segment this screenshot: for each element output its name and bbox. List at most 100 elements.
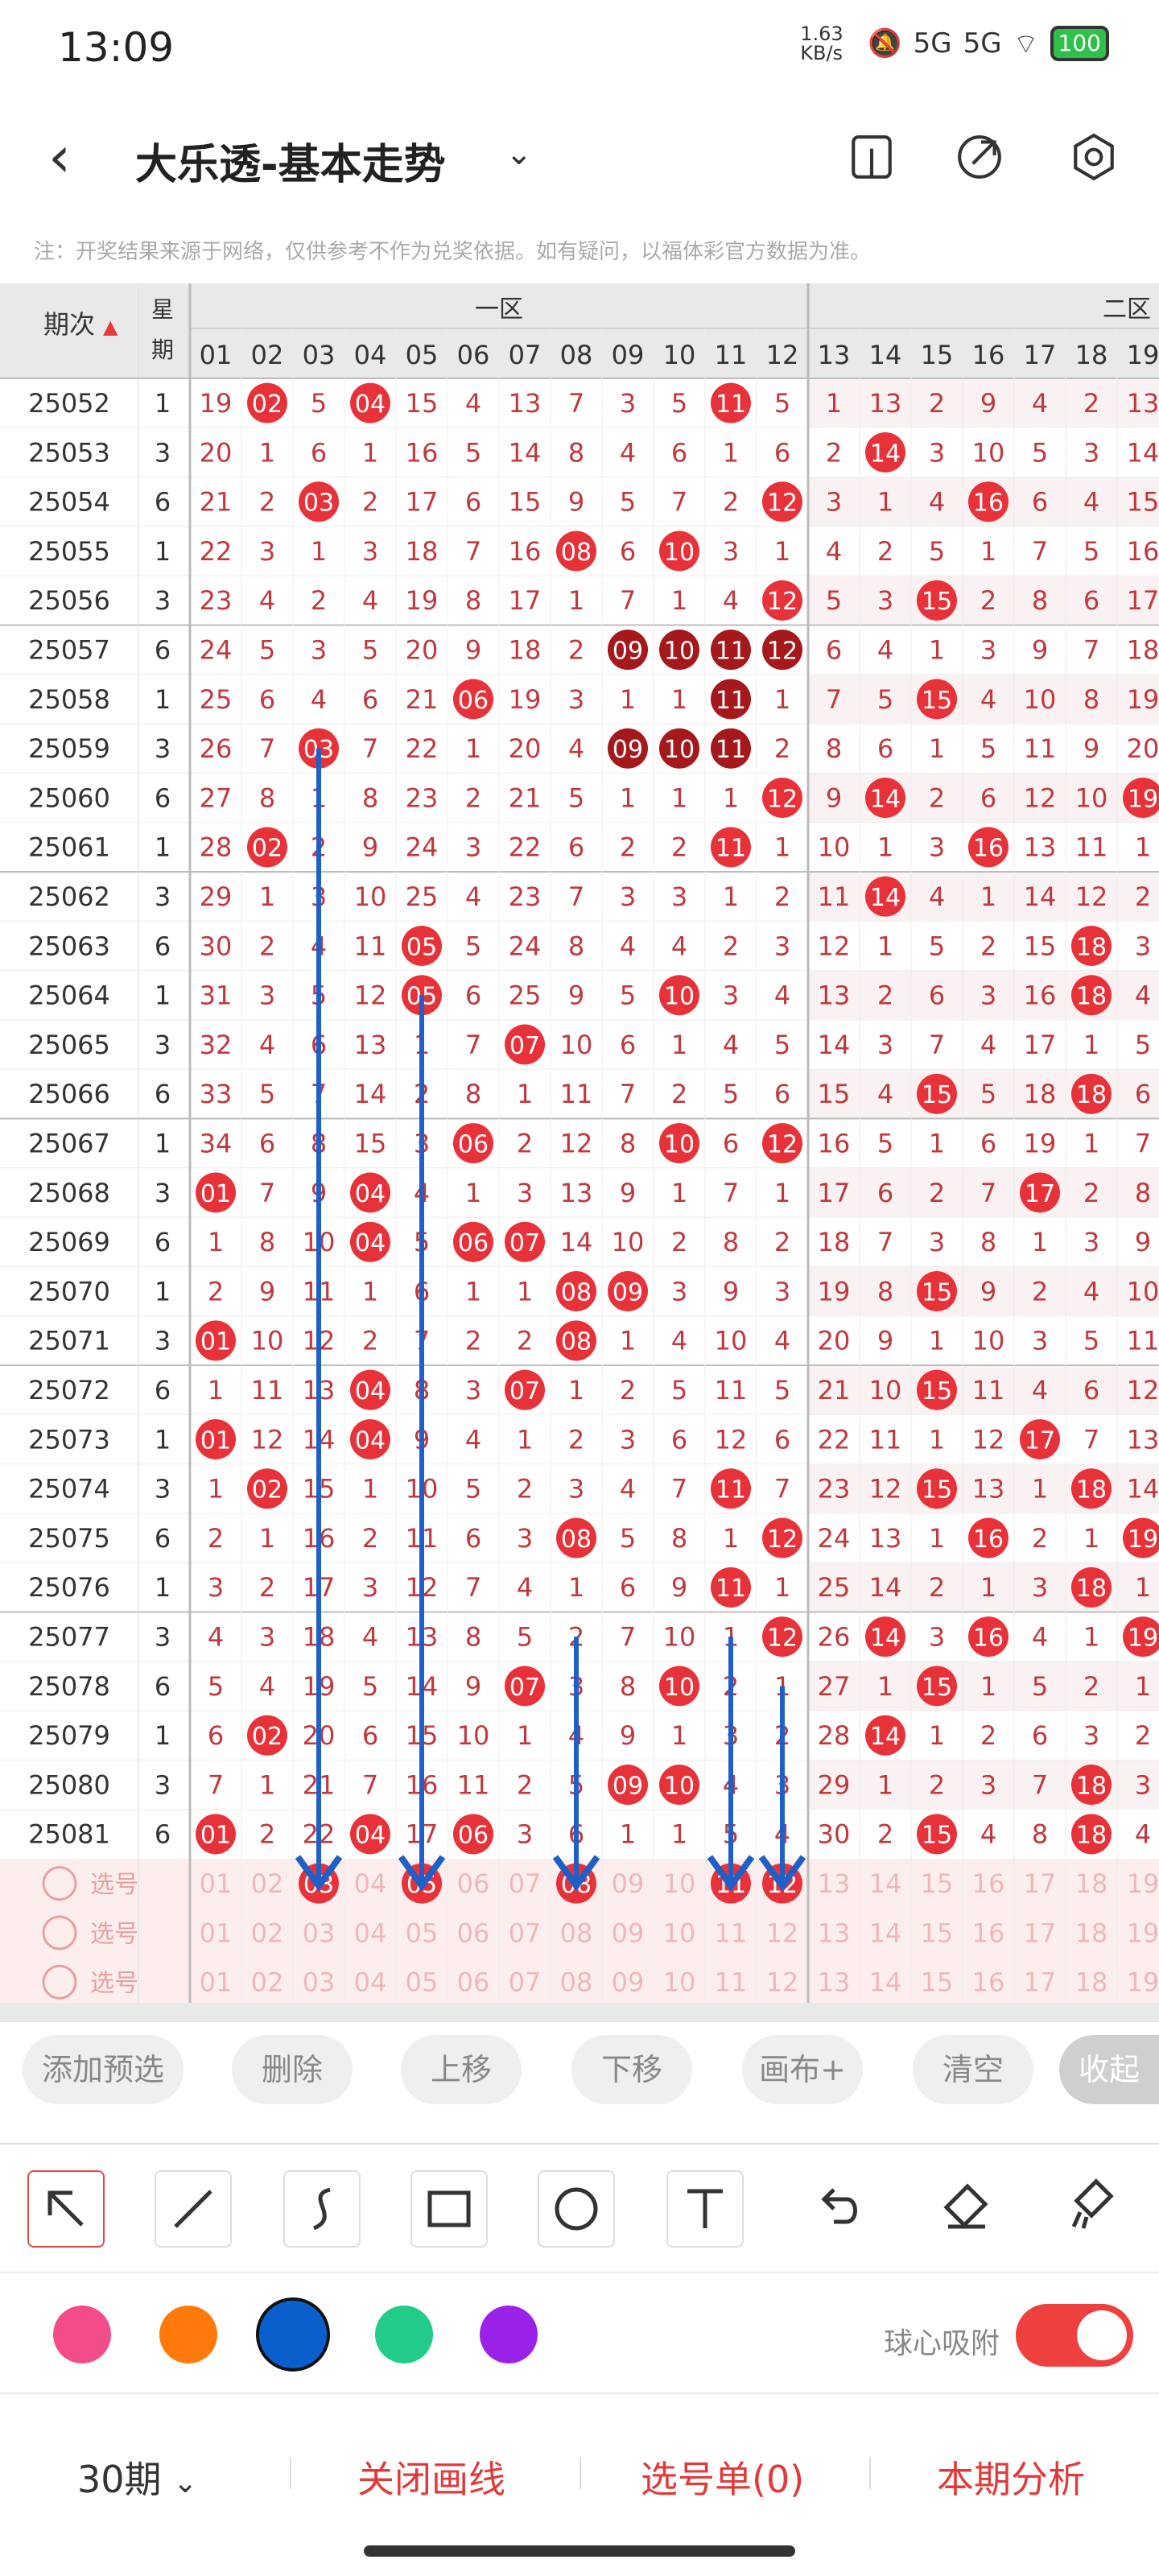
miss-25067-2: 6 bbox=[259, 1129, 275, 1159]
miss-25062-7: 23 bbox=[509, 881, 542, 912]
miss-25054-9: 5 bbox=[620, 487, 636, 518]
miss-25063-6: 5 bbox=[465, 931, 481, 961]
miss-25055-2: 3 bbox=[259, 536, 275, 567]
app-header: ‹ 大乐透-基本走势 ⌄ bbox=[0, 113, 1159, 201]
miss-25067-8: 12 bbox=[560, 1129, 593, 1159]
ball-label-25054-12: 12 bbox=[767, 489, 798, 518]
clear-button[interactable]: 清空 bbox=[913, 2035, 1033, 2104]
delete-button[interactable]: 删除 bbox=[232, 2035, 353, 2104]
miss-25058-16: 4 bbox=[980, 684, 996, 715]
miss-25079-13: 28 bbox=[818, 1720, 851, 1751]
miss-25070-11: 9 bbox=[723, 1276, 739, 1307]
rectangle-icon[interactable] bbox=[410, 2170, 488, 2248]
miss-25069-13: 18 bbox=[818, 1227, 851, 1257]
ball-25060-19 bbox=[1123, 778, 1159, 819]
line-icon[interactable] bbox=[155, 2170, 232, 2248]
miss-25056-6: 8 bbox=[465, 585, 481, 616]
miss-25055-12: 1 bbox=[774, 536, 790, 567]
miss-25062-13: 11 bbox=[818, 881, 851, 912]
miss-25080-2: 1 bbox=[259, 1769, 275, 1800]
collapse-button[interactable]: 收起 bbox=[1059, 2035, 1159, 2104]
period-25059: 25059 bbox=[28, 733, 110, 764]
ball-25076-18 bbox=[1071, 1567, 1112, 1608]
miss-25066-11: 5 bbox=[723, 1079, 739, 1109]
close-lines-button[interactable]: 关闭画线 bbox=[357, 2458, 505, 2501]
miss-25059-18: 9 bbox=[1083, 733, 1099, 764]
miss-25077-18: 1 bbox=[1083, 1622, 1099, 1653]
canvas-plus-button[interactable]: 画布+ bbox=[742, 2035, 863, 2104]
miss-25072-11: 11 bbox=[715, 1375, 748, 1406]
periods-label: 30期 bbox=[77, 2458, 162, 2501]
miss-25063-19: 3 bbox=[1135, 931, 1151, 961]
miss-25071-10: 4 bbox=[671, 1326, 687, 1356]
miss-25076-15: 2 bbox=[929, 1572, 945, 1603]
color-swatch-orange[interactable] bbox=[159, 2306, 217, 2363]
miss-25072-12: 5 bbox=[774, 1375, 790, 1406]
text-icon[interactable] bbox=[666, 2170, 744, 2248]
eraser-icon[interactable] bbox=[929, 2170, 1006, 2248]
ball-25072-4 bbox=[350, 1369, 390, 1410]
snap-toggle[interactable] bbox=[1016, 2304, 1133, 2367]
ball-label-25058-15: 15 bbox=[922, 687, 952, 715]
periods-select[interactable]: 30期 ⌄ bbox=[77, 2450, 197, 2504]
ball-label-25057-9: 09 bbox=[612, 638, 643, 666]
ball-25058-11 bbox=[711, 679, 751, 720]
miss-25062-17: 14 bbox=[1024, 881, 1057, 912]
ball-label-25072-15: 15 bbox=[922, 1377, 952, 1406]
miss-25063-11: 2 bbox=[723, 931, 739, 961]
miss-25073-8: 2 bbox=[568, 1424, 584, 1455]
ball-25070-15 bbox=[917, 1271, 957, 1312]
circle-icon[interactable] bbox=[538, 2170, 615, 2248]
option-2-03: 03 bbox=[303, 1918, 336, 1948]
status-icons: 1.63 KB/s 🔕 5G 5G ⌔ 100 bbox=[800, 24, 1109, 63]
option-3-13: 13 bbox=[818, 1967, 851, 1998]
selection-list-button[interactable]: 选号单(0) bbox=[641, 2458, 805, 2501]
column-header-15: 15 bbox=[921, 340, 954, 370]
ball-25059-10 bbox=[659, 728, 699, 769]
miss-25066-10: 2 bbox=[671, 1079, 687, 1109]
ball-25059-9 bbox=[608, 728, 648, 769]
move-up-button[interactable]: 上移 bbox=[401, 2035, 522, 2104]
undo-icon[interactable] bbox=[802, 2170, 879, 2248]
color-swatch-pink[interactable] bbox=[53, 2306, 111, 2363]
curve-icon[interactable] bbox=[283, 2170, 361, 2248]
ball-label-25080-18: 18 bbox=[1076, 1772, 1107, 1800]
miss-25076-6: 7 bbox=[465, 1572, 481, 1603]
arrow-select-icon[interactable] bbox=[27, 2170, 105, 2248]
option-3-16: 16 bbox=[972, 1967, 1005, 1998]
miss-25079-15: 1 bbox=[929, 1720, 945, 1751]
miss-25076-14: 14 bbox=[869, 1572, 902, 1603]
ball-label-25072-4: 04 bbox=[355, 1377, 386, 1406]
miss-25053-16: 10 bbox=[972, 437, 1005, 468]
miss-25059-15: 1 bbox=[929, 733, 945, 764]
miss-25060-7: 21 bbox=[509, 782, 542, 813]
miss-25067-15: 1 bbox=[929, 1129, 945, 1159]
color-swatch-purple[interactable] bbox=[480, 2306, 538, 2363]
chevron-left-icon[interactable]: ‹ bbox=[48, 124, 71, 190]
miss-25067-11: 6 bbox=[723, 1129, 739, 1159]
share-icon[interactable] bbox=[955, 132, 1004, 182]
option-2-17: 17 bbox=[1024, 1918, 1057, 1948]
miss-25057-1: 24 bbox=[200, 635, 233, 666]
ball-label-25070-15: 15 bbox=[922, 1278, 952, 1307]
column-header-11: 11 bbox=[715, 340, 748, 370]
miss-25076-8: 1 bbox=[568, 1572, 584, 1603]
miss-25075-14: 13 bbox=[869, 1523, 902, 1554]
miss-25070-17: 2 bbox=[1032, 1276, 1048, 1307]
ball-25070-8 bbox=[556, 1271, 596, 1312]
miss-25062-4: 10 bbox=[354, 881, 387, 912]
clear-brush-icon[interactable] bbox=[1056, 2170, 1133, 2248]
move-down-button[interactable]: 下移 bbox=[571, 2035, 692, 2104]
color-swatch-green[interactable] bbox=[375, 2306, 433, 2363]
phone-layout-icon[interactable] bbox=[847, 132, 897, 182]
miss-25065-8: 10 bbox=[560, 1030, 593, 1060]
miss-25060-5: 23 bbox=[406, 782, 439, 813]
page-title[interactable]: 大乐透-基本走势 bbox=[135, 141, 446, 189]
add-preselect-button[interactable]: 添加预选 bbox=[23, 2035, 184, 2104]
analysis-button[interactable]: 本期分析 bbox=[937, 2458, 1085, 2501]
settings-icon[interactable] bbox=[1069, 132, 1119, 182]
option-3-07: 07 bbox=[509, 1967, 542, 1998]
color-swatch-blue[interactable] bbox=[256, 2297, 330, 2372]
miss-25079-18: 3 bbox=[1083, 1720, 1099, 1751]
chevron-down-icon[interactable]: ⌄ bbox=[505, 135, 533, 172]
